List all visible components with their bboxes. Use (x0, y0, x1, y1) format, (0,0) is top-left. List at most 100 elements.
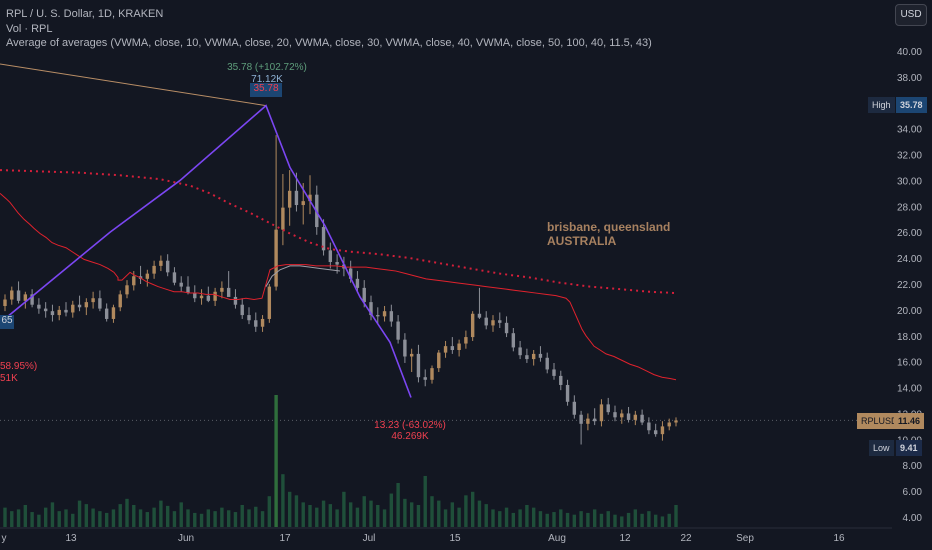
candle-body (382, 311, 387, 317)
candle-body (274, 229, 278, 287)
volume-bar (57, 511, 61, 527)
candle-body (369, 302, 373, 316)
candle-body (37, 304, 41, 309)
time-tick: 22 (680, 533, 692, 544)
candle-body (403, 339, 407, 357)
candle-body (193, 293, 197, 299)
candle-body (518, 347, 522, 356)
candle-body (504, 322, 509, 334)
volume-bar (315, 507, 319, 527)
price-tick: 30.00 (897, 176, 922, 187)
volume-bar (362, 496, 366, 527)
candle-body (294, 190, 299, 206)
volume-bar (450, 502, 455, 527)
volume-bar (464, 495, 468, 527)
candle-body (199, 295, 204, 299)
volume-bar (125, 498, 129, 527)
candle-body (396, 321, 400, 340)
volume-bar (71, 513, 75, 527)
candle-body (389, 311, 394, 322)
candle-body (30, 294, 34, 305)
volume-bar (348, 502, 353, 527)
volume-bar (267, 496, 272, 527)
volume-indicator-label: Vol · RPL (6, 23, 53, 35)
candle-body (206, 295, 211, 301)
volume-bar (647, 511, 651, 527)
volume-bar (416, 505, 421, 527)
candle-body (220, 287, 224, 292)
candle-body (409, 353, 414, 357)
volume-bar (538, 511, 543, 527)
candle-body (355, 278, 360, 288)
location-text-line2: AUSTRALIA (547, 234, 617, 248)
volume-bar (470, 491, 475, 527)
volume-bar (138, 509, 143, 527)
high-price-tag: 35.78 (250, 83, 282, 97)
volume-bar (152, 507, 156, 527)
currency-button[interactable]: USD (895, 4, 927, 26)
volume-bar (23, 505, 28, 527)
time-tick: y (2, 533, 7, 544)
volume-bar (213, 511, 217, 527)
left-price-tag: 65 (0, 315, 14, 329)
volume-bar (437, 500, 441, 527)
overlays (0, 63, 677, 398)
candle-body (511, 333, 516, 348)
price-tick: 18.00 (897, 332, 922, 343)
candle-body (640, 414, 644, 423)
candle-body (132, 276, 136, 286)
volume-bar (443, 509, 448, 527)
candle-body (321, 227, 326, 251)
candle-body (450, 346, 455, 351)
volume-bar (16, 509, 21, 527)
volume-bar (355, 507, 360, 527)
candle-body (599, 404, 604, 422)
candle-body (484, 317, 488, 326)
volume-bar (396, 483, 400, 527)
volume-bar (579, 511, 583, 527)
volume-bar (179, 502, 183, 527)
volume-bar (409, 502, 414, 527)
volume-bar (626, 512, 631, 527)
candle-body (348, 268, 353, 279)
candle-body (145, 273, 150, 279)
ma-solid-line (0, 193, 677, 381)
candle-body (43, 308, 48, 312)
volume-bar (308, 505, 312, 527)
time-tick: 16 (833, 533, 845, 544)
chart-title: RPL / U. S. Dollar, 1D, KRAKEN (6, 8, 164, 20)
candle-body (565, 384, 570, 402)
gray-ma-line (265, 265, 341, 287)
candle-body (118, 294, 122, 308)
candle-body (111, 307, 116, 319)
candle-body (152, 265, 156, 274)
candle-body (613, 412, 617, 418)
volume-bar (565, 512, 570, 527)
volume-bar (572, 514, 577, 527)
candle-body (84, 302, 89, 308)
time-tick: Aug (548, 533, 566, 544)
candle-body (247, 315, 251, 321)
symbol-label: RPLUSD (857, 413, 902, 429)
candle-body (443, 346, 448, 353)
volume-bar (511, 512, 516, 527)
candle-body (186, 286, 190, 294)
high-label: High (868, 97, 895, 113)
volume-bar (220, 507, 224, 527)
candle-body (572, 401, 577, 415)
volume-bar (118, 504, 122, 527)
candle-body (531, 353, 536, 360)
volume-bar (84, 504, 89, 527)
candle-body (491, 320, 495, 326)
ma-dotted-line (0, 169, 677, 295)
price-tick: 8.00 (903, 461, 923, 472)
volume-bar (247, 509, 251, 527)
volume-bar (382, 509, 387, 527)
candle-body (335, 261, 339, 265)
candle-body (416, 353, 421, 378)
candle-body (240, 304, 244, 316)
volume-bar (50, 502, 55, 527)
candle-body (525, 355, 529, 360)
volume-bar (389, 493, 394, 527)
